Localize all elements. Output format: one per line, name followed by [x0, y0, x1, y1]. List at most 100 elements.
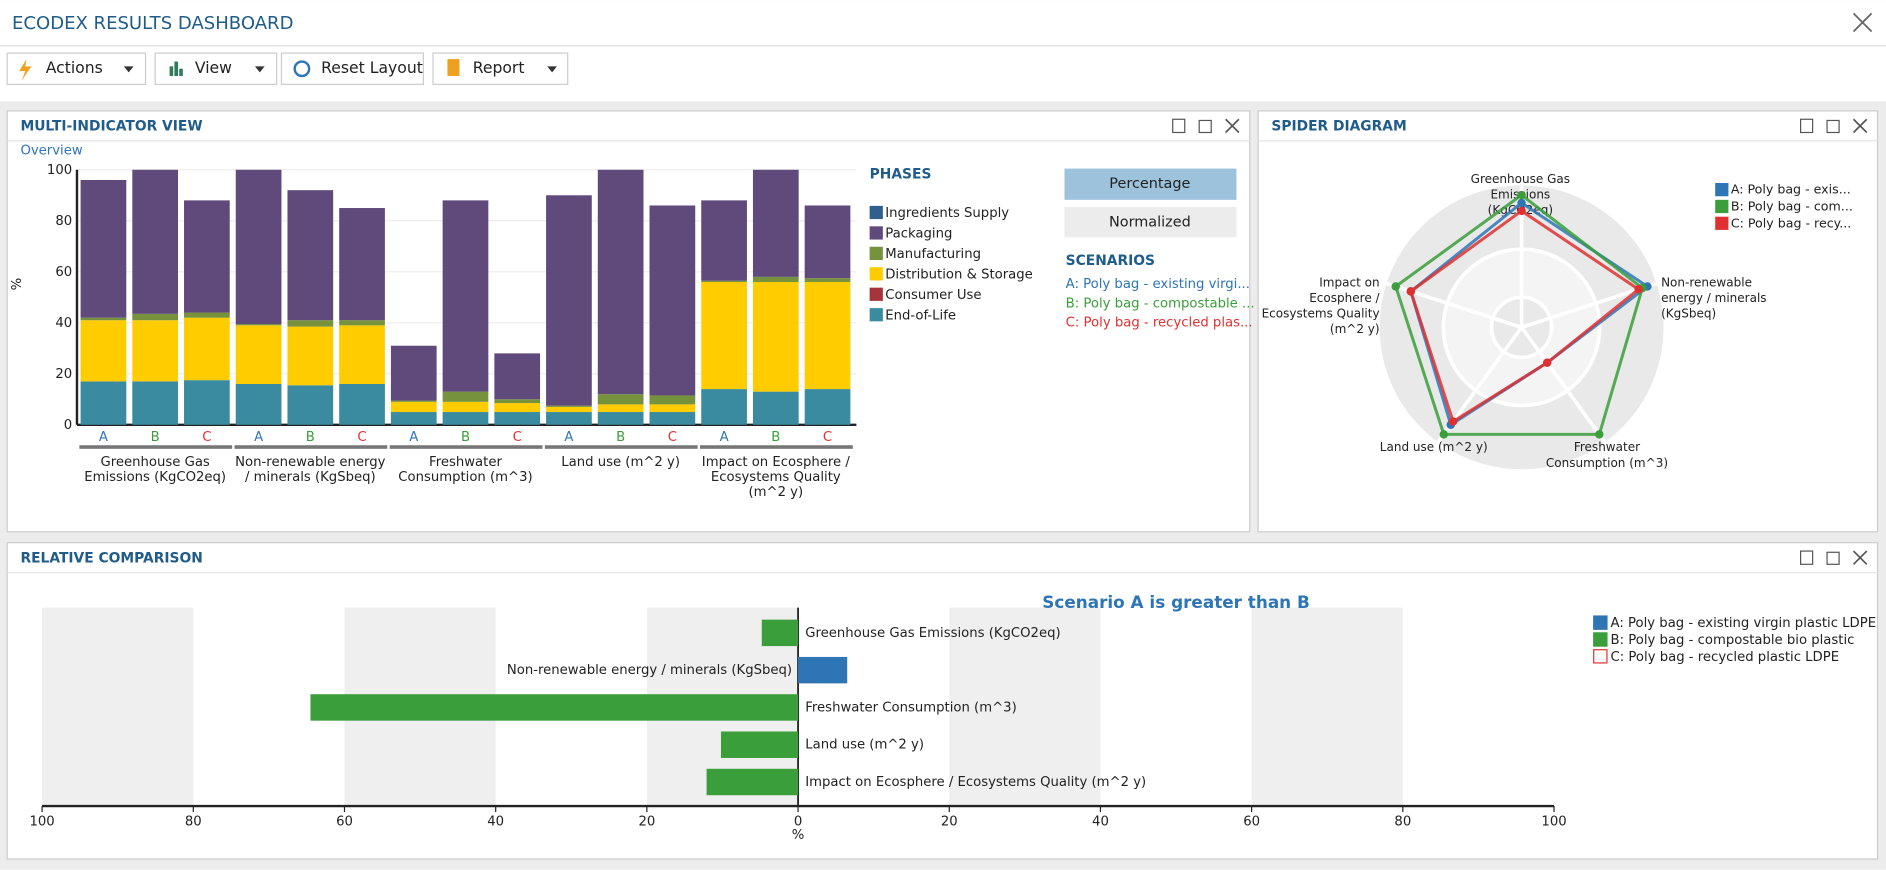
bar-segment: [184, 380, 230, 425]
category-label: Land use (m^2 y): [805, 738, 924, 753]
bar-segment: [339, 383, 385, 425]
legend-label: A: Poly bag - existing virgin plastic LD…: [1611, 616, 1877, 631]
radar-point: [1517, 190, 1526, 200]
reset-layout-button[interactable]: Reset Layout: [280, 52, 424, 85]
x-tick-label: 40: [487, 815, 504, 830]
bar-segment: [494, 353, 541, 400]
bar-segment: [649, 404, 696, 413]
x-tick-label: B: [151, 430, 160, 445]
bar-segment: [752, 276, 799, 282]
category-label: Impact on Ecosphere / Ecosystems Quality…: [805, 775, 1146, 790]
x-tick-label: C: [357, 430, 366, 445]
radar-point: [1448, 417, 1458, 426]
bar-segment: [339, 320, 385, 326]
view-button[interactable]: View: [154, 52, 278, 85]
x-tick-label: 80: [185, 815, 202, 830]
bar-segment: [132, 313, 179, 321]
bar: [720, 731, 799, 758]
x-axis-label: %: [792, 828, 805, 843]
bar-segment: [339, 325, 385, 384]
x-tick-label: 20: [941, 815, 958, 830]
legend-label: Consumer Use: [885, 288, 981, 303]
bar-segment: [390, 400, 437, 402]
radar-point: [1595, 430, 1604, 439]
bar-segment: [235, 169, 282, 325]
bar-segment: [649, 205, 696, 396]
axis-label: Greenhouse Gas: [1471, 172, 1570, 186]
x-tick-label: 80: [1394, 815, 1411, 830]
bar-segment: [494, 412, 541, 425]
axis-label: Ecosystems Quality: [1262, 307, 1380, 321]
group-label: / minerals (KgSbeq): [245, 470, 376, 485]
bar-segment: [649, 412, 696, 425]
actions-button[interactable]: Actions: [6, 52, 147, 85]
radar-point: [1439, 430, 1448, 439]
legend-swatch: [869, 205, 883, 220]
legend-label: Manufacturing: [885, 247, 981, 262]
bar-segment: [442, 200, 489, 392]
group-bracket: [700, 445, 853, 449]
normalized-button[interactable]: Normalized: [1064, 207, 1237, 238]
panel-controls[interactable]: [1172, 118, 1240, 134]
band: [949, 607, 1101, 807]
bar-segment: [184, 200, 230, 313]
percentage-button[interactable]: Percentage: [1064, 168, 1237, 200]
axis-label: (m^2 y): [1330, 322, 1380, 336]
category-label: Freshwater Consumption (m^3): [805, 700, 1016, 715]
bar-segment: [132, 320, 179, 382]
legend-label: B: Poly bag - com...: [1731, 199, 1853, 214]
bar-segment: [752, 391, 799, 425]
x-tick-label: 60: [1243, 815, 1260, 830]
group-label: Emissions (KgCO2eq): [84, 470, 226, 485]
bar-segment: [804, 389, 851, 425]
bar-segment: [390, 401, 437, 413]
x-tick-label: C: [823, 430, 832, 445]
category-label: Non-renewable energy / minerals (KgSbeq): [507, 663, 792, 678]
radar-line: [1393, 193, 1645, 436]
button-label: Actions: [46, 58, 103, 77]
panel-controls[interactable]: [1799, 118, 1868, 134]
bar-segment: [701, 200, 747, 281]
bar-segment: [80, 381, 127, 425]
x-tick-label: B: [461, 430, 470, 445]
bar-segment: [132, 169, 179, 314]
group-label: Non-renewable energy: [235, 455, 385, 470]
legend-swatch: [1715, 199, 1729, 214]
bar-segment: [494, 399, 541, 404]
bar-segment: [546, 406, 592, 413]
y-axis-label: %: [10, 278, 25, 291]
radar-line: [1409, 209, 1642, 424]
x-tick-label: A: [254, 430, 263, 445]
x-tick-label: A: [564, 430, 573, 445]
bar-segment: [80, 320, 127, 382]
legend-label: B: Poly bag - compostable bio plastic: [1611, 633, 1855, 648]
y-tick-label: 40: [55, 316, 72, 331]
panel-controls[interactable]: [1799, 550, 1868, 565]
y-tick-label: 60: [55, 265, 72, 280]
group-bracket: [79, 445, 233, 449]
report-button[interactable]: Report: [432, 52, 569, 85]
bar-segment: [752, 169, 799, 277]
group-label: Ecosystems Quality: [711, 470, 841, 485]
group-label: Freshwater: [429, 455, 502, 470]
x-tick-label: 100: [29, 815, 54, 830]
overview-link[interactable]: Overview: [20, 144, 82, 159]
bar: [706, 768, 799, 796]
band: [42, 607, 194, 807]
bar-segment: [339, 208, 385, 321]
axis-label: Ecosphere /: [1309, 291, 1380, 305]
bar-segment: [390, 412, 437, 425]
legend-swatch: [1715, 183, 1729, 197]
bar-segment: [184, 312, 230, 318]
scenario-label: C: Poly bag - recycled plas...: [1066, 316, 1253, 331]
legend-label: A: Poly bag - exis...: [1731, 182, 1851, 197]
bar-segment: [287, 385, 334, 425]
axis-label: Freshwater: [1574, 440, 1640, 454]
x-tick-label: C: [202, 430, 211, 445]
y-tick-label: 80: [55, 214, 72, 229]
bar-segment: [235, 324, 282, 326]
close-button[interactable]: [1852, 12, 1873, 33]
button-label: Percentage: [1109, 176, 1190, 192]
group-label: Impact on Ecosphere /: [702, 455, 851, 470]
bar-segment: [546, 195, 592, 406]
